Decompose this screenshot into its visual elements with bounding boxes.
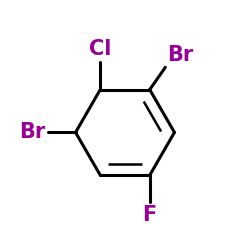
Text: Br: Br [19, 122, 46, 142]
Text: Cl: Cl [89, 40, 112, 60]
Text: F: F [142, 206, 157, 226]
Text: Br: Br [167, 45, 193, 65]
